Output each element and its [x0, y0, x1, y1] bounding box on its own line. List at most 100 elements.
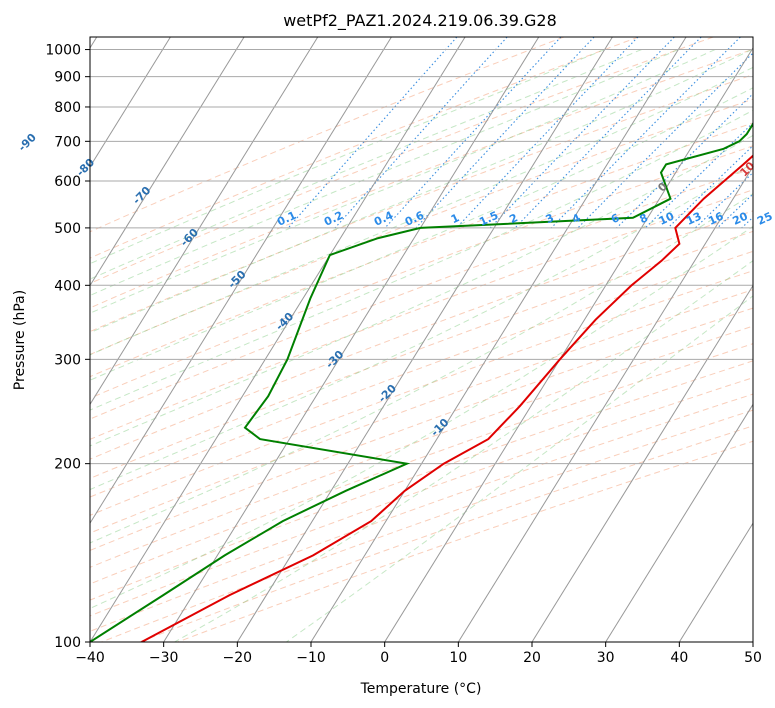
mixing-ratio-line	[616, 92, 753, 229]
moist-adiabat	[90, 162, 753, 491]
x-tick-label: −30	[149, 650, 179, 666]
isotherm-label: -50	[225, 268, 248, 291]
mixing-ratio-line	[766, 37, 775, 228]
mixing-ratio-label: 1.5	[477, 209, 500, 229]
isotherm-line	[163, 37, 540, 642]
mixing-ratio-line	[644, 122, 753, 229]
dry-adiabat	[90, 250, 753, 498]
y-tick-label: 1000	[45, 43, 81, 59]
isotherm-line	[90, 37, 319, 406]
isotherm-line	[457, 165, 753, 642]
moist-adiabat	[286, 295, 753, 642]
dry-adiabat	[90, 74, 753, 333]
x-tick-label: 10	[449, 650, 467, 666]
isotherm-line	[90, 37, 245, 287]
mixing-ratio-label: 10	[657, 209, 677, 227]
y-tick-label: 600	[54, 174, 81, 190]
moist-adiabat	[90, 109, 753, 411]
dry-adiabat	[90, 37, 714, 284]
moist-adiabat	[90, 49, 605, 265]
chart-title: wetPf2_PAZ1.2024.219.06.39.G28	[283, 11, 557, 31]
isotherm-line	[384, 46, 753, 642]
y-axis-label: Pressure (hPa)	[12, 290, 28, 390]
mixing-ratio-line	[550, 37, 741, 229]
mixing-ratio-line	[514, 37, 702, 229]
mixing-ratio-label: 8	[638, 211, 650, 226]
mixing-ratio-label: 0.4	[372, 209, 395, 229]
x-tick-label: 40	[670, 650, 688, 666]
dry-adiabat	[90, 289, 753, 534]
moist-adiabat	[90, 49, 642, 280]
mixing-ratio-line	[456, 37, 639, 229]
mixing-ratio-line	[667, 144, 753, 229]
tick-layer: −40 −30 −20 −10 0 10 20 30 40 50 100 200 300 400 500 60…	[45, 43, 762, 666]
dry-adiabat	[90, 37, 639, 259]
isotherm-label: -30	[323, 348, 346, 371]
dry-adiabat	[90, 145, 753, 399]
isotherm-line	[752, 641, 753, 642]
isotherm-label: -90	[16, 131, 39, 154]
dry-adiabat	[90, 48, 753, 309]
isotherm-label: -40	[273, 310, 296, 333]
dry-adiabat	[90, 210, 753, 460]
moist-adiabat	[174, 260, 753, 642]
x-tick-label: −40	[75, 650, 105, 666]
mixing-ratio-line	[287, 37, 458, 229]
y-tick-label: 300	[54, 352, 81, 368]
dry-adiabat	[90, 98, 753, 356]
dry-adiabat	[90, 189, 753, 440]
series-layer	[90, 122, 753, 642]
dewpoint-line	[90, 122, 753, 642]
mixing-ratio-line	[489, 37, 675, 229]
y-tick-label: 400	[54, 278, 81, 294]
moist-adiabat	[90, 87, 753, 381]
y-tick-label: 200	[54, 457, 81, 473]
y-tick-label: 800	[54, 100, 81, 116]
dry-adiabat	[90, 360, 753, 601]
y-tick-label: 100	[54, 635, 81, 651]
isotherm-line	[90, 37, 171, 168]
dry-adiabat	[90, 377, 753, 617]
dry-adiabat	[90, 307, 753, 551]
mixing-ratio-label: 0.2	[322, 209, 345, 229]
mixing-ratio-label: 0.6	[403, 209, 426, 229]
moist-adiabat	[90, 193, 753, 544]
temperature-line	[141, 154, 753, 642]
isotherm-label: -60	[178, 226, 201, 249]
dry-adiabat	[90, 122, 753, 378]
dry-adiabat	[90, 270, 753, 516]
mixing-ratio-label: 16	[706, 209, 726, 227]
dry-adiabat	[90, 37, 565, 233]
isotherm-line	[310, 37, 687, 642]
x-tick-label: 20	[523, 650, 541, 666]
isotherm-line	[90, 37, 466, 642]
grid-layer	[90, 37, 775, 642]
isotherm-label: -70	[130, 184, 153, 207]
mixing-ratio-line	[384, 37, 562, 229]
y-tick-label: 700	[54, 134, 81, 150]
isotherm-line	[90, 37, 392, 525]
y-tick-label: 900	[54, 70, 81, 86]
moist-adiabat	[90, 225, 753, 610]
dry-adiabat	[90, 167, 753, 420]
lower-isotherm-label: 10	[737, 159, 757, 179]
x-tick-label: −20	[223, 650, 253, 666]
x-tick-label: 50	[744, 650, 762, 666]
mixing-ratio-line	[577, 52, 753, 229]
isotherm-line	[531, 284, 753, 642]
x-tick-label: −10	[296, 650, 326, 666]
dry-adiabat	[90, 393, 753, 632]
x-axis-label: Temperature (°C)	[360, 681, 482, 697]
dry-adiabat	[90, 325, 753, 568]
mixing-ratio-label: 20	[731, 209, 751, 227]
mixing-ratio-line	[334, 37, 508, 229]
dry-adiabat	[90, 343, 753, 585]
isotherm-line	[236, 37, 613, 642]
isotherm-line	[678, 522, 753, 642]
moist-adiabat	[90, 66, 753, 356]
mixing-ratio-label: 13	[684, 210, 703, 228]
x-tick-label: 0	[380, 650, 389, 666]
moist-adiabat	[90, 134, 753, 447]
mixing-ratio-label: 25	[755, 210, 774, 228]
